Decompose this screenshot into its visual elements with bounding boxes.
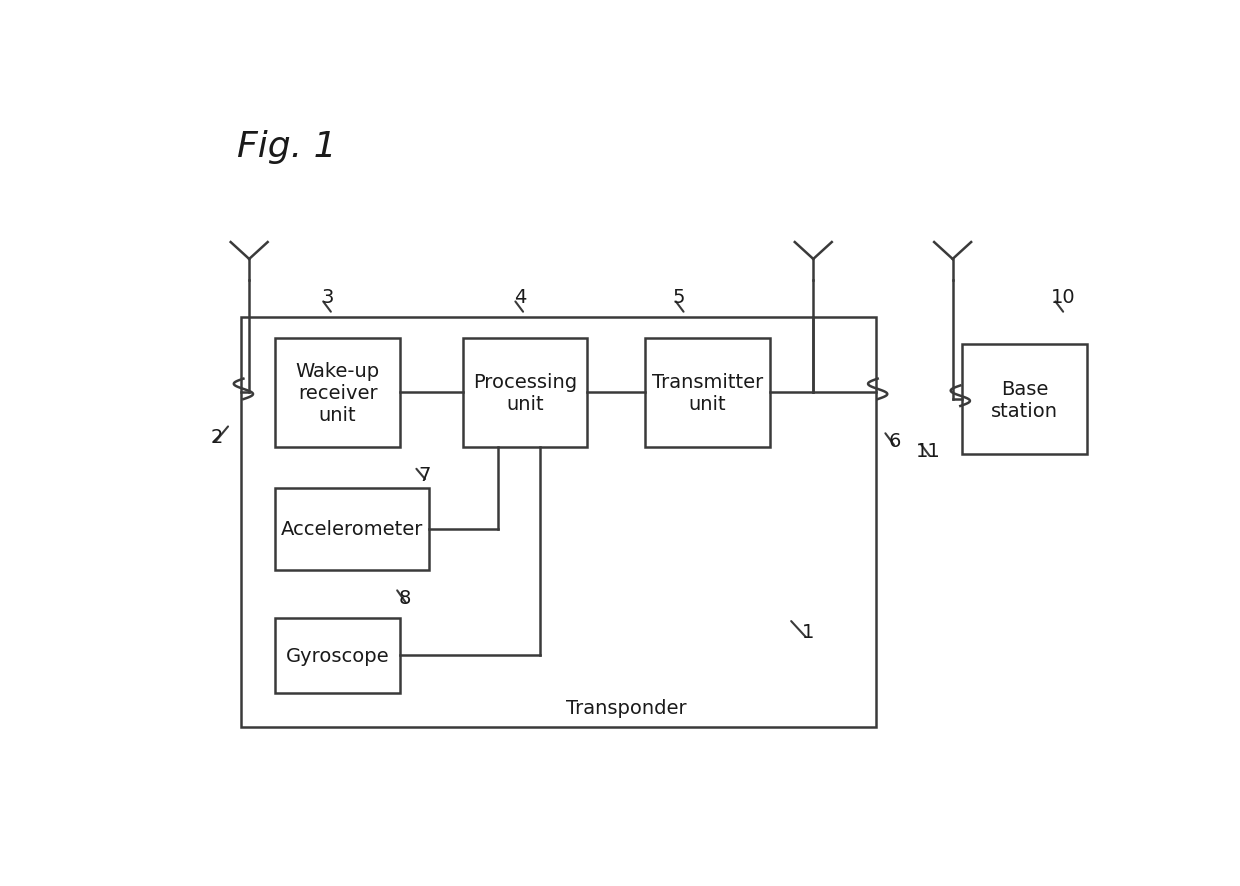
- Text: 8: 8: [399, 588, 410, 607]
- Text: 4: 4: [515, 288, 526, 307]
- Text: Fig. 1: Fig. 1: [237, 130, 336, 164]
- Text: Gyroscope: Gyroscope: [285, 646, 389, 665]
- Text: 2: 2: [211, 428, 223, 447]
- Text: Transmitter
unit: Transmitter unit: [652, 372, 763, 414]
- Text: Wake-up
receiver
unit: Wake-up receiver unit: [295, 361, 379, 424]
- Bar: [242, 318, 875, 727]
- Text: 5: 5: [672, 288, 684, 307]
- Text: 11: 11: [916, 441, 941, 461]
- Text: Base
station: Base station: [991, 379, 1058, 420]
- Text: 6: 6: [889, 431, 901, 450]
- Bar: [275, 338, 401, 447]
- Bar: [962, 345, 1087, 455]
- Text: 1: 1: [802, 622, 815, 641]
- Text: 10: 10: [1050, 288, 1075, 307]
- Text: Processing
unit: Processing unit: [472, 372, 577, 414]
- Text: 3: 3: [322, 288, 334, 307]
- Bar: [645, 338, 770, 447]
- Text: Accelerometer: Accelerometer: [280, 520, 423, 539]
- Text: 7: 7: [418, 465, 430, 485]
- Bar: [463, 338, 588, 447]
- Bar: [275, 618, 401, 693]
- Text: Transponder: Transponder: [565, 698, 686, 717]
- Bar: [275, 488, 429, 571]
